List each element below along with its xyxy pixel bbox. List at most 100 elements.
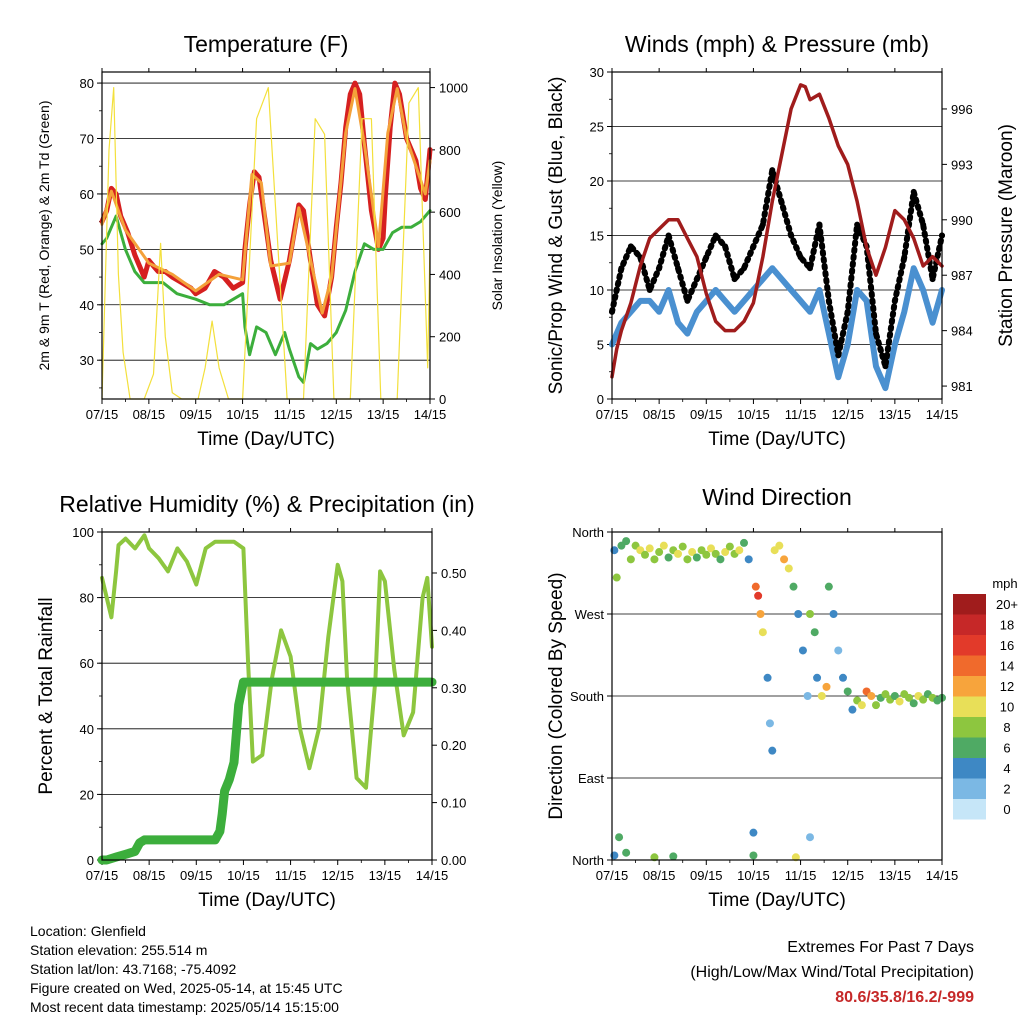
y-tick-label: 5 (597, 338, 604, 353)
gust-point (891, 297, 898, 304)
y2-tick-label: 1000 (439, 81, 468, 96)
direction-point (749, 828, 758, 837)
gust-point (646, 287, 653, 293)
y-tick-label: East (578, 771, 604, 786)
direction-point (813, 673, 822, 682)
gust-point (741, 265, 747, 272)
x-tick-label: 12/15 (831, 868, 864, 883)
x-tick-label: 14/15 (414, 407, 447, 422)
direction-point (756, 610, 765, 618)
recent-timestamp: Most recent data timestamp: 2025/05/14 1… (30, 999, 339, 1015)
gust-point (675, 265, 681, 272)
direction-point (735, 546, 744, 555)
direction-point (890, 692, 899, 700)
figure-created: Figure created on Wed, 2025-05-14, at 15… (30, 980, 343, 996)
panel-temperature: Temperature (F)3040506070800200400600800… (36, 31, 505, 450)
y-tick-label: West (575, 607, 605, 622)
gust-point (825, 297, 832, 304)
x-tick-label: 08/15 (133, 407, 166, 422)
gust-point (873, 330, 879, 337)
y2-tick-label: 996 (951, 102, 973, 117)
y2-tick-label: 200 (439, 330, 461, 345)
series-line-0 (99, 80, 433, 319)
gust-point (778, 199, 785, 206)
y-tick-label: 0 (87, 853, 94, 868)
x-tick-label: 14/15 (926, 868, 959, 883)
x-tick-label: 10/15 (737, 407, 770, 422)
gust-point (835, 352, 842, 359)
y2-tick-label: 0.30 (441, 681, 466, 696)
direction-point (872, 701, 880, 710)
y-tick-label: 20 (590, 174, 604, 189)
gust-point (901, 254, 908, 261)
legend-swatch (953, 778, 986, 799)
station-info: Location: Glenfield Station elevation: 2… (30, 922, 343, 1017)
direction-point (867, 692, 876, 700)
direction-point (688, 548, 697, 557)
station-latlon: Station lat/lon: 43.7168; -75.4092 (30, 961, 237, 977)
station-location: Location: Glenfield (30, 923, 146, 939)
y-tick-label: 50 (80, 242, 94, 257)
direction-point (834, 646, 843, 655)
direction-point (895, 697, 904, 706)
direction-point (810, 628, 819, 637)
x-tick-label: 12/15 (831, 407, 864, 422)
legend-label: 16 (1000, 638, 1014, 653)
y-tick-label: 60 (80, 187, 94, 202)
direction-point (650, 853, 659, 862)
y2-tick-label: 0.10 (441, 796, 466, 811)
plot-frame (101, 71, 431, 400)
plot-frame (611, 71, 943, 400)
gust-point (797, 254, 804, 261)
x-tick-label: 08/15 (643, 868, 676, 883)
x-tick-label: 14/15 (926, 407, 959, 422)
legend-label: 18 (1000, 618, 1014, 633)
plot-frame (101, 531, 433, 861)
extremes-subtitle: (High/Low/Max Wind/Total Precipitation) (690, 964, 974, 981)
direction-point (843, 687, 852, 696)
chart-title: Winds (mph) & Pressure (mb) (625, 31, 929, 57)
gust-point (722, 243, 729, 250)
direction-point (702, 550, 711, 559)
legend-swatch (953, 676, 986, 697)
direction-point (768, 746, 777, 755)
direction-point (791, 853, 800, 862)
x-axis-label: Time (Day/UTC) (198, 890, 336, 911)
series-line-1 (97, 677, 437, 865)
legend-label: 20+ (996, 597, 1018, 612)
y-tick-label: 0 (597, 392, 604, 407)
y2-tick-label: 600 (439, 205, 461, 220)
x-tick-label: 12/15 (320, 407, 353, 422)
gust-point (910, 188, 917, 195)
x-tick-label: 11/15 (275, 868, 307, 883)
panel-humidity: Relative Humidity (%) & Precipitation (i… (36, 491, 475, 911)
x-axis-label: Time (Day/UTC) (708, 890, 846, 911)
series-line-0 (609, 265, 945, 392)
y2-tick-label: 800 (439, 143, 461, 158)
y2-tick-label: 0.50 (441, 566, 466, 581)
legend-label: 12 (1000, 679, 1014, 694)
direction-point (692, 553, 701, 562)
x-axis-label: Time (Day/UTC) (708, 429, 846, 450)
y-tick-label: 30 (590, 65, 604, 80)
direction-point (919, 695, 928, 704)
gust-point (656, 265, 663, 272)
gust-point (816, 221, 823, 228)
legend-label: 8 (1003, 720, 1010, 735)
x-axis-label: Time (Day/UTC) (197, 429, 335, 450)
gust-point (807, 265, 813, 272)
series-line-0 (100, 533, 434, 790)
x-tick-label: 11/15 (785, 868, 817, 883)
y-tick-label: 80 (80, 591, 94, 606)
direction-point (751, 582, 760, 591)
gust-point (929, 276, 936, 283)
direction-point (641, 550, 649, 559)
gust-point (665, 232, 672, 239)
direction-point (803, 692, 812, 700)
y-tick-label: North (572, 525, 604, 540)
y-tick-label: 60 (80, 656, 94, 671)
direction-point (758, 628, 767, 637)
direction-point (817, 692, 826, 700)
legend-label: 6 (1003, 741, 1010, 756)
gust-point (627, 243, 634, 250)
